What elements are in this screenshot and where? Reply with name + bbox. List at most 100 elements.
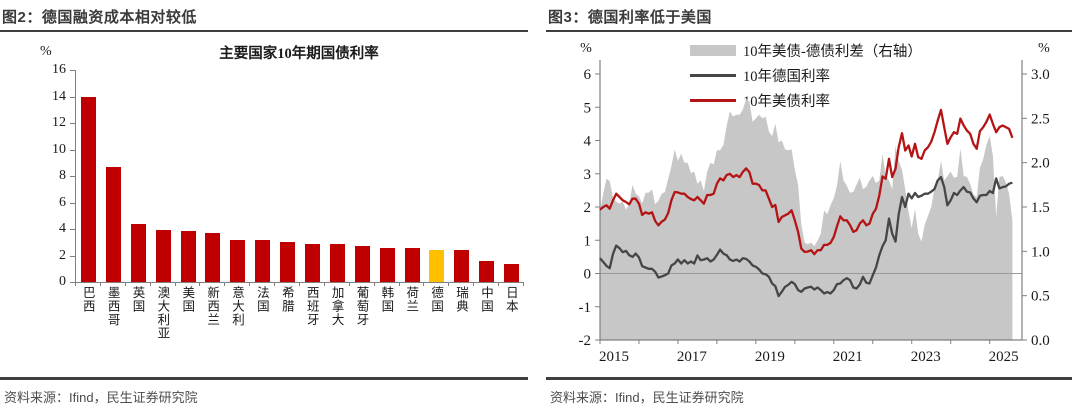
x-label-意大利: 意大利 (230, 286, 245, 327)
x-label-中国: 中国 (478, 286, 493, 313)
bar-column (151, 70, 176, 282)
bar-法国 (255, 240, 271, 282)
bar-chart: 主要国家10年期国债利率% 0 2 4 6 8 10 12 14 16 巴西 墨西哥 英国 澳大利亚 美国新… (0, 32, 540, 377)
x-label-瑞典: 瑞典 (454, 286, 469, 313)
bar-column (101, 70, 126, 282)
y-tick (70, 282, 75, 283)
x-tick-label: 2021 (833, 349, 863, 365)
legend-swatch (690, 44, 736, 56)
y-tick (70, 255, 75, 257)
x-label-韩国: 韩国 (379, 286, 394, 313)
line-chart-svg: -2 -1 0 1 2 3 4 5 6 0.0 0.5 1.0 1.5 2.0 2.5 3.0% % 2015 20… (579, 41, 1051, 365)
y-tick (70, 176, 75, 177)
us-10y-line (599, 108, 1014, 256)
x-tick (149, 282, 151, 286)
x-label-西班牙: 西班牙 (304, 286, 319, 327)
bar-column (474, 70, 499, 282)
legend-label: 10年美债利率 (743, 93, 830, 110)
x-tick (224, 282, 226, 286)
bar-column (225, 70, 250, 282)
x-label-德国: 德国 (429, 286, 444, 313)
x-tick (299, 282, 300, 286)
x-label-墨西哥: 墨西哥 (105, 286, 120, 327)
legend-label: 10年德国利率 (743, 68, 830, 85)
bar-column (200, 70, 225, 282)
bar-英国 (130, 223, 146, 282)
x-tick (99, 282, 101, 286)
y-tick-label: 12 (52, 115, 66, 130)
figure-2-header: 图2：德国融资成本相对较低 (0, 0, 528, 32)
bar-chart-title: 主要国家10年期国债利率 (219, 46, 379, 62)
bar-瑞典 (454, 250, 470, 282)
x-tick (423, 282, 425, 286)
bar-column (350, 70, 375, 282)
bar-column (424, 70, 449, 282)
left-tick-label: 6 (584, 67, 592, 83)
x-category-labels: 巴西 墨西哥 英国 澳大利亚 美国 新西兰 意大利 法国 希腊 西班牙 加拿大 葡萄牙 韩国 荷兰 德国 瑞典… (75, 286, 523, 340)
y-tick (70, 96, 75, 98)
x-label-葡萄牙: 葡萄牙 (354, 286, 369, 327)
bar-新西兰 (205, 233, 221, 282)
bar-column (400, 70, 425, 282)
right-tick-label: 2.0 (1031, 156, 1050, 172)
bar-葡萄牙 (354, 246, 370, 282)
left-tick-label: -1 (579, 300, 592, 316)
bar-column (325, 70, 350, 282)
legend-item: 10年美债-德债利差（右轴） (690, 40, 922, 60)
x-label-荷兰: 荷兰 (404, 286, 419, 313)
x-tick (124, 282, 126, 286)
x-label-希腊: 希腊 (279, 286, 294, 313)
bar-column (300, 70, 325, 282)
bar-column (275, 70, 300, 282)
y-tick (70, 70, 75, 71)
bar-column (375, 70, 400, 282)
x-tick (249, 282, 251, 286)
y-axis-unit-label: % (40, 44, 52, 59)
figure-3: 图3：德国利率低于美国 10年美债-德债利差（右轴） 10年德国利率 10年美债利率… (540, 0, 1080, 406)
x-tick-label: 2019 (755, 349, 785, 365)
bar-韩国 (379, 247, 395, 282)
left-tick-label: 4 (584, 134, 592, 150)
x-tick (373, 282, 375, 286)
figure-2: 图2：德国融资成本相对较低 主要国家10年期国债利率% 0 2 4 6 8 10 12 14 16… (0, 0, 540, 405)
x-tick (274, 282, 276, 286)
x-tick (398, 282, 400, 286)
x-tick (348, 282, 350, 286)
y-tick-label: 10 (52, 141, 66, 157)
bar-西班牙 (304, 243, 320, 282)
y-tick-label: 8 (59, 168, 66, 183)
left-tick-label: 5 (584, 100, 592, 116)
left-tick-label: 3 (584, 167, 592, 183)
legend-swatch (690, 98, 736, 102)
bar-column (126, 70, 151, 282)
y-tick (70, 229, 75, 230)
bar-墨西哥 (105, 167, 121, 282)
x-label-英国: 英国 (130, 286, 145, 313)
legend-item: 10年德国利率 (690, 65, 922, 85)
spread-area (600, 98, 1013, 340)
x-tick-label: 2015 (599, 349, 629, 365)
y-tick-label: 6 (59, 194, 66, 210)
bar-column (76, 70, 101, 282)
right-tick-label: 3.0 (1031, 67, 1050, 83)
bar-希腊 (280, 242, 296, 282)
y-tick-label: 16 (52, 62, 66, 77)
x-tick (523, 282, 524, 286)
y-tick (70, 149, 75, 151)
x-tick (473, 282, 475, 286)
legend-swatch (690, 73, 736, 77)
right-tick-label: 2.5 (1031, 111, 1050, 127)
left-tick-label: 0 (584, 267, 592, 283)
bar-plot-area (75, 70, 524, 283)
x-tick (323, 282, 325, 286)
right-tick-label: 1.5 (1031, 200, 1050, 216)
y-tick (70, 202, 75, 204)
x-tick (498, 282, 500, 286)
left-tick-label: 1 (584, 233, 592, 249)
x-tick-label: 2023 (911, 349, 941, 365)
x-tick (174, 282, 176, 286)
x-label-巴西: 巴西 (80, 286, 95, 313)
right-axis-unit-label: % (1038, 41, 1050, 56)
figure-3-header: 图3：德国利率低于美国 (546, 0, 1072, 32)
